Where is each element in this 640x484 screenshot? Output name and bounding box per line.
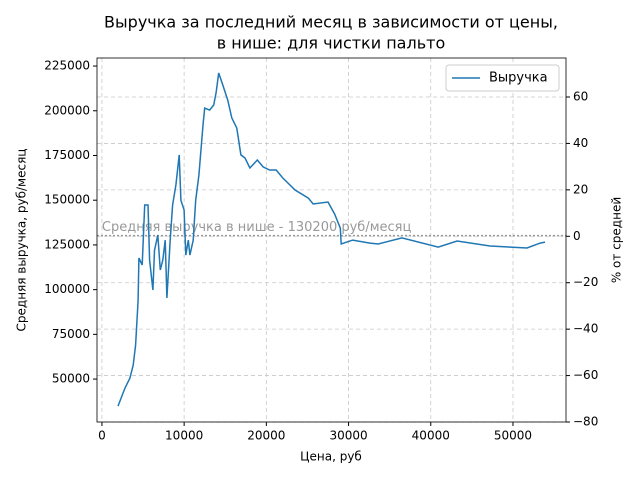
- y-tick-label: 150000: [44, 193, 90, 207]
- y2-tick-label: 40: [573, 136, 588, 150]
- x-tick-label: 30000: [329, 429, 367, 443]
- y-tick-label: 225000: [44, 59, 90, 73]
- x-axis-label: Цена, руб: [300, 450, 362, 464]
- x-tick-label: 20000: [247, 429, 285, 443]
- legend-box: [445, 64, 560, 92]
- y2-tick-label: 0: [573, 229, 581, 243]
- y2-tick-label: −20: [573, 275, 598, 289]
- y-tick-label: 125000: [44, 237, 90, 251]
- legend-label: Выручка: [489, 71, 548, 86]
- chart-title: Выручка за последний месяц в зависимости…: [104, 13, 558, 32]
- axes-frame: [96, 57, 567, 423]
- y2-tick-label: −60: [573, 368, 598, 382]
- y2-tick-label: −80: [573, 415, 598, 429]
- y-tick-label: 75000: [52, 327, 90, 341]
- y-tick-label: 50000: [52, 372, 90, 386]
- y-tick-label: 175000: [44, 148, 90, 162]
- series-line: [117, 72, 546, 407]
- y2-tick-label: −40: [573, 322, 598, 336]
- y2-tick-label: 20: [573, 182, 588, 196]
- y2-axis-label: % от средней: [610, 197, 624, 283]
- x-tick-label: 0: [98, 429, 106, 443]
- chart-title: в нише: для чистки пальто: [217, 34, 445, 53]
- x-tick-label: 40000: [412, 429, 450, 443]
- y-tick-label: 100000: [44, 282, 90, 296]
- x-tick-label: 50000: [494, 429, 532, 443]
- y-tick-label: 200000: [44, 103, 90, 117]
- x-tick-label: 10000: [165, 429, 203, 443]
- y-axis-label: Средняя выручка, руб/месяц: [15, 149, 29, 332]
- y2-tick-label: 60: [573, 90, 588, 104]
- reference-label: Средняя выручка в нише - 130200 руб/меся…: [102, 220, 412, 235]
